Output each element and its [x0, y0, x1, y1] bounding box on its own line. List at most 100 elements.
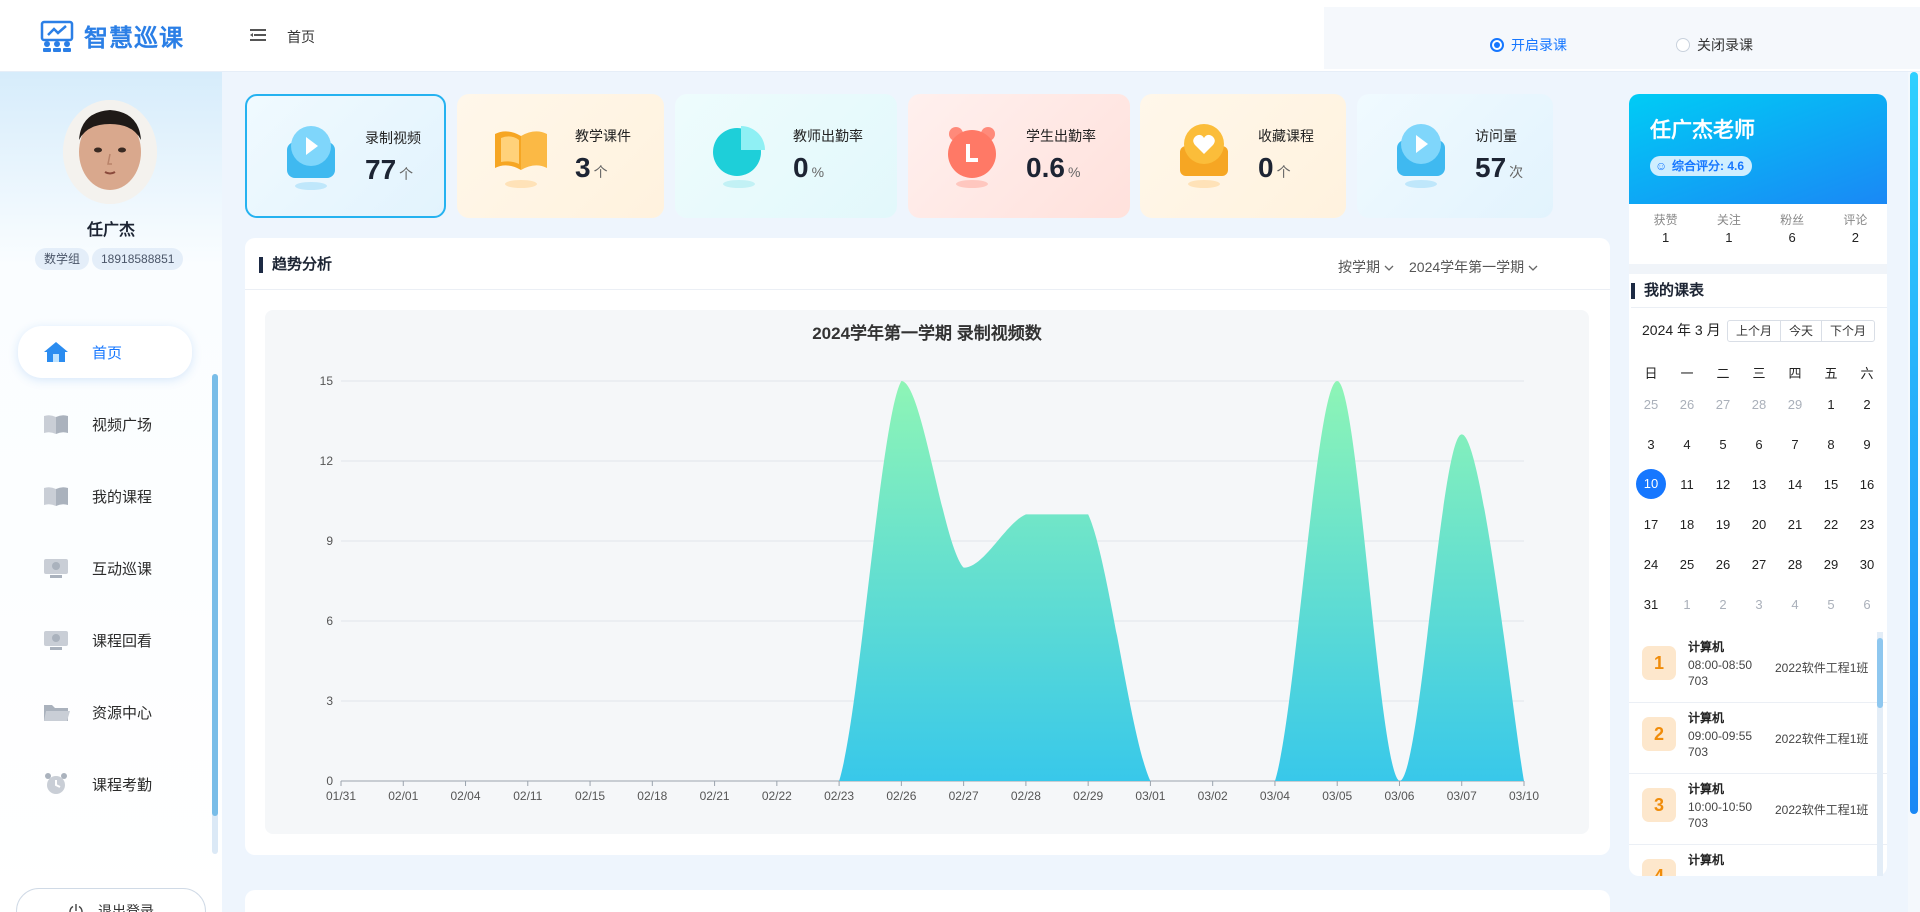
calendar-day[interactable]: 4	[1791, 596, 1799, 612]
schedule-item[interactable]: 1 计算机 08:00-08:50 703 2022软件工程1班	[1629, 632, 1887, 703]
open-book-icon	[495, 131, 547, 188]
calendar-day[interactable]: 18	[1679, 516, 1695, 532]
nav-item-home[interactable]: 首页	[18, 326, 192, 378]
teacher-score-badge: 综合评分: 4.6	[1650, 156, 1753, 176]
calendar-day[interactable]: 31	[1643, 596, 1659, 612]
section-title: 我的课表	[1631, 283, 1704, 299]
nav-item-course-replay[interactable]: 课程回看	[18, 604, 192, 676]
y-tick-label: 6	[326, 614, 333, 628]
radio-unchecked-icon	[1676, 38, 1690, 52]
course-time: 09:00-09:55	[1688, 729, 1753, 743]
calendar-day[interactable]: 5	[1827, 596, 1835, 612]
calendar-day[interactable]: 27	[1751, 556, 1767, 572]
nav-item-resource-center[interactable]: 资源中心	[18, 676, 192, 748]
page-scrollbar[interactable]	[1908, 72, 1920, 912]
menu-toggle-icon[interactable]	[250, 26, 268, 44]
schedule-header: 我的课表	[1631, 272, 1887, 308]
nav-item-video-square[interactable]: 视频广场	[18, 388, 192, 460]
calendar-day[interactable]: 28	[1751, 396, 1767, 412]
calendar-day[interactable]: 20	[1751, 516, 1767, 532]
period-number: 3	[1642, 788, 1676, 822]
calendar-day[interactable]: 1	[1683, 596, 1691, 612]
stat-card-visits[interactable]: 访问量 57 次	[1357, 94, 1553, 218]
stat-card-recorded-videos[interactable]: 录制视频 77 个	[245, 94, 446, 218]
calendar-day[interactable]: 1	[1827, 396, 1835, 412]
calendar-day[interactable]: 23	[1859, 516, 1875, 532]
filter-mode-dropdown[interactable]: 按学期	[1338, 257, 1394, 277]
calendar-day[interactable]: 29	[1823, 556, 1839, 572]
x-tick-label: 02/23	[824, 789, 854, 803]
calendar-day[interactable]: 5	[1719, 436, 1727, 452]
x-tick-label: 02/15	[575, 789, 605, 803]
calendar-day[interactable]: 25	[1679, 556, 1695, 572]
calendar-day[interactable]: 13	[1751, 476, 1767, 492]
calendar-day[interactable]: 2	[1863, 396, 1871, 412]
record-on-radio[interactable]: 开启录课	[1490, 35, 1567, 55]
calendar-day[interactable]: 25	[1643, 396, 1659, 412]
term-dropdown[interactable]: 2024学年第一学期	[1409, 257, 1538, 277]
stat-card-student-attendance[interactable]: 学生出勤率 0.6%	[908, 94, 1130, 218]
calendar-day[interactable]: 21	[1787, 516, 1803, 532]
calendar-day[interactable]: 7	[1791, 436, 1799, 452]
calendar-day[interactable]: 29	[1787, 396, 1803, 412]
calendar-day[interactable]: 22	[1823, 516, 1839, 532]
nav-item-my-courses[interactable]: 我的课程	[18, 460, 192, 532]
schedule-item[interactable]: 3 计算机 10:00-10:50 703 2022软件工程1班	[1629, 774, 1887, 845]
nav-label: 视频广场	[92, 416, 153, 434]
y-tick-label: 9	[326, 534, 333, 548]
teacher-stat-following: 关注 1	[1697, 212, 1760, 246]
logout-button[interactable]: 退出登录	[16, 888, 206, 912]
calendar-day[interactable]: 2	[1719, 596, 1727, 612]
schedule-scrollbar[interactable]	[1877, 632, 1883, 876]
calendar-day[interactable]: 14	[1787, 476, 1803, 492]
projector-icon	[44, 559, 68, 578]
calendar-day[interactable]: 26	[1715, 556, 1731, 572]
calendar-day[interactable]: 27	[1715, 396, 1731, 412]
calendar-day[interactable]: 24	[1643, 556, 1659, 572]
calendar-day[interactable]: 4	[1683, 436, 1691, 452]
calendar-day[interactable]: 6	[1863, 596, 1871, 612]
calendar-day[interactable]: 9	[1863, 436, 1871, 452]
calendar-day[interactable]: 15	[1823, 476, 1839, 492]
calendar-day[interactable]: 26	[1679, 396, 1695, 412]
nav-label: 我的课程	[92, 488, 153, 506]
stat-label: 收藏课程	[1258, 128, 1314, 144]
calendar-day[interactable]: 8	[1827, 436, 1835, 452]
calendar-day[interactable]: 17	[1643, 516, 1659, 532]
calendar-week: 31 1 2 3 4 5 6	[1633, 584, 1885, 624]
book-icon	[44, 415, 68, 434]
nav-item-interactive-patrol[interactable]: 互动巡课	[18, 532, 192, 604]
x-tick-label: 03/07	[1447, 789, 1477, 803]
calendar-day[interactable]: 12	[1715, 476, 1731, 492]
schedule-item[interactable]: 4 计算机	[1629, 845, 1887, 876]
calendar-day-today[interactable]: 10	[1633, 469, 1669, 499]
schedule-item[interactable]: 2 计算机 09:00-09:55 703 2022软件工程1班	[1629, 703, 1887, 774]
course-name: 计算机	[1688, 853, 1725, 867]
calendar-day[interactable]: 30	[1859, 556, 1875, 572]
stat-unit: 个	[399, 166, 414, 182]
calendar-day[interactable]: 3	[1755, 596, 1763, 612]
record-off-radio[interactable]: 关闭录课	[1676, 35, 1753, 55]
sidebar-scrollbar[interactable]	[212, 374, 218, 854]
calendar-day[interactable]: 3	[1647, 436, 1655, 452]
calendar-day[interactable]: 11	[1680, 476, 1694, 492]
nav-item-attendance[interactable]: 课程考勤	[18, 748, 192, 820]
calendar-week: 17 18 19 20 21 22 23	[1633, 504, 1885, 544]
prev-month-button[interactable]: 上个月	[1736, 324, 1773, 338]
stat-card-teacher-attendance[interactable]: 教师出勤率 0%	[675, 94, 897, 218]
weekday-label: 一	[1680, 365, 1694, 381]
stat-value: 0.6%	[1026, 152, 1080, 184]
teacher-stat-value: 6	[1788, 230, 1796, 245]
calendar-day[interactable]: 19	[1715, 516, 1731, 532]
teacher-panel: 任广杰老师 综合评分: 4.6 获赞1 关注1 粉丝6 评论2 我的课表 202…	[1629, 94, 1887, 876]
calendar-day[interactable]: 6	[1755, 436, 1763, 452]
calendar-day[interactable]: 16	[1859, 476, 1875, 492]
breadcrumb[interactable]: 首页	[287, 29, 315, 45]
heart-envelope-icon	[1180, 124, 1228, 188]
calendar-day[interactable]: 28	[1787, 556, 1803, 572]
calendar-weekdays: 日一二三四五六	[1633, 360, 1885, 384]
today-button[interactable]: 今天	[1780, 321, 1821, 341]
next-month-button[interactable]: 下个月	[1821, 321, 1874, 341]
